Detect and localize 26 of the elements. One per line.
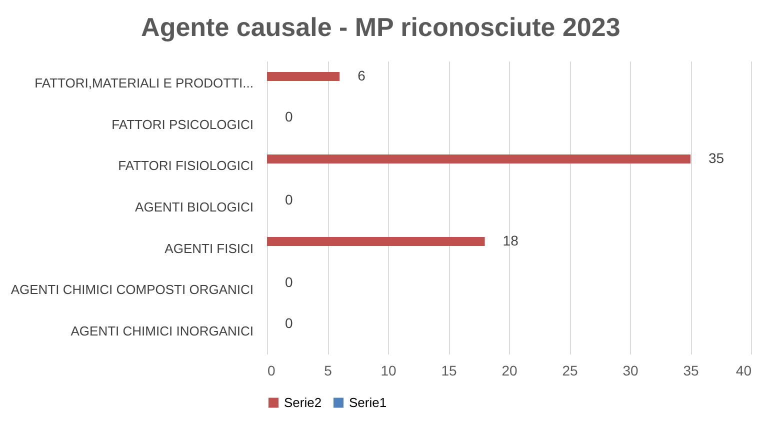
data-label: 0 bbox=[285, 315, 293, 332]
x-tick-label: 0 bbox=[268, 362, 276, 378]
data-label: 35 bbox=[708, 150, 724, 166]
x-tick-label: 35 bbox=[683, 362, 699, 378]
x-tick-label: 20 bbox=[502, 362, 518, 378]
x-tick-label: 5 bbox=[324, 362, 332, 378]
x-tick-label: 40 bbox=[736, 362, 752, 378]
y-tick-label: AGENTI BIOLOGICI bbox=[135, 200, 254, 214]
data-label: 18 bbox=[502, 232, 519, 249]
y-tick-label: FATTORI PSICOLOGICI bbox=[112, 116, 254, 132]
y-tick-label: AGENTI CHIMICI INORGANICI bbox=[70, 323, 254, 338]
y-tick-label: FATTORI FISIOLOGICI bbox=[118, 158, 254, 174]
x-tick-label: 10 bbox=[380, 362, 396, 378]
data-label: 6 bbox=[358, 67, 366, 84]
legend-label: Serie2 bbox=[284, 394, 322, 410]
x-tick-label: 25 bbox=[562, 362, 578, 378]
y-tick-label: AGENTI CHIMICI COMPOSTI ORGANICI bbox=[10, 282, 254, 298]
x-tick-label: 15 bbox=[441, 362, 457, 378]
data-label: 0 bbox=[285, 274, 293, 290]
legend-label: Serie1 bbox=[349, 394, 387, 410]
data-label: 0 bbox=[285, 191, 293, 208]
y-tick-label: AGENTI FISICI bbox=[164, 240, 254, 256]
y-tick-label: FATTORI,MATERIALI E PRODOTTI... bbox=[34, 76, 254, 91]
chart-title: Agente causale - MP riconosciute 2023 bbox=[141, 12, 620, 42]
x-tick-label: 30 bbox=[622, 362, 638, 378]
data-label: 0 bbox=[285, 108, 293, 125]
